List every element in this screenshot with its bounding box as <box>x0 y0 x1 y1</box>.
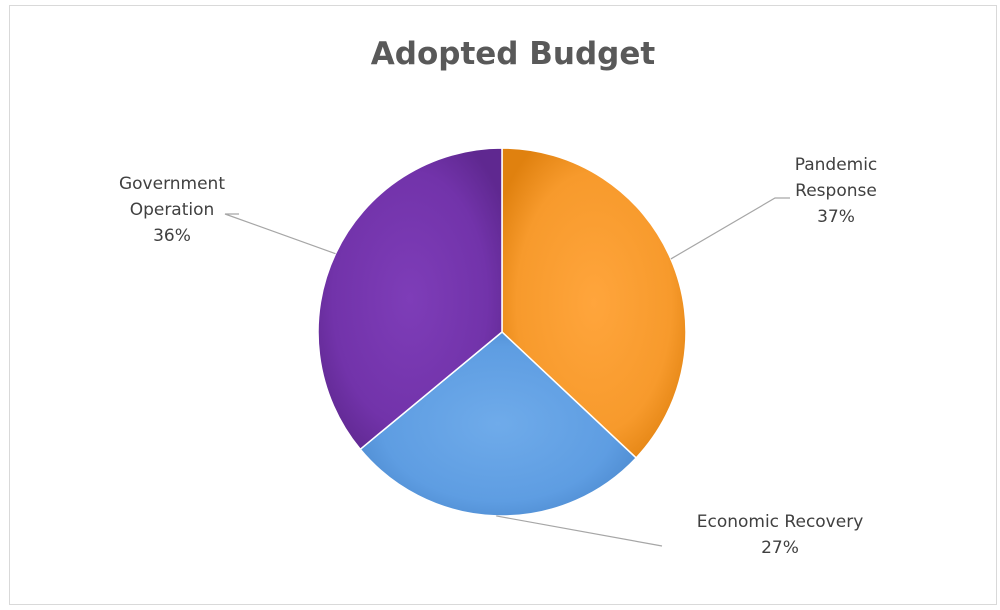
data-label-economic-recovery: Economic Recovery 27% <box>697 512 864 558</box>
leader-line-government-operation <box>224 213 336 255</box>
data-label-pandemic-response: Pandemic Response 37% <box>795 155 878 227</box>
data-label-category: Economic Recovery <box>697 512 864 532</box>
data-label-category: Operation <box>130 200 215 220</box>
data-labels: Pandemic Response 37% Economic Recovery 27% G… <box>119 155 877 558</box>
data-label-percent: 36% <box>153 226 191 246</box>
data-label-category: Pandemic <box>795 155 878 175</box>
data-label-government-operation: Government Operation 36% <box>119 174 225 246</box>
pie-slice-economic-recovery <box>359 331 638 517</box>
chart-title: Adopted Budget <box>371 36 656 72</box>
pie-slices <box>317 147 687 517</box>
pie-slice-government-operation <box>317 147 503 451</box>
data-label-percent: 37% <box>817 207 855 227</box>
data-label-percent: 27% <box>761 538 799 558</box>
leader-lines <box>224 197 790 547</box>
data-label-category: Government <box>119 174 225 194</box>
leader-line-economic-recovery <box>496 515 663 547</box>
data-label-category: Response <box>795 181 877 201</box>
leader-line-pandemic-response <box>670 197 790 260</box>
